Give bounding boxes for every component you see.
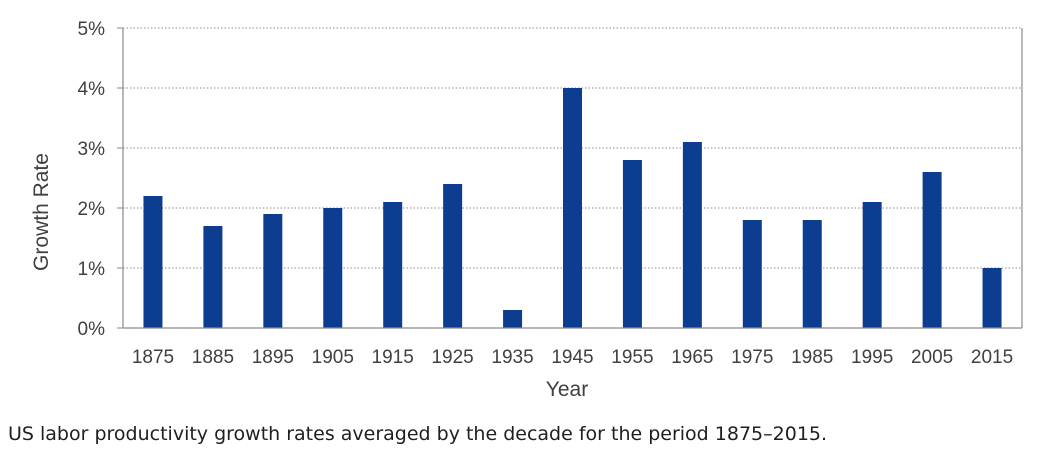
x-tick-label: 1985	[791, 347, 833, 368]
x-tick-label: 1915	[372, 347, 414, 368]
bar-1915	[383, 202, 403, 328]
y-tick-labels: 0% 1% 2% 3% 4% 5%	[78, 19, 123, 340]
y-tick-label: 2%	[78, 199, 106, 220]
x-tick-label: 1945	[551, 347, 593, 368]
bar-1985	[802, 220, 822, 328]
x-tick-label: 1885	[192, 347, 234, 368]
bar-1925	[443, 184, 463, 328]
y-tick-label: 0%	[78, 319, 106, 340]
x-tick-label: 1935	[491, 347, 533, 368]
y-tick-label: 5%	[78, 19, 106, 40]
axes	[122, 28, 1023, 329]
x-tick-label: 2015	[971, 347, 1013, 368]
bar-1965	[682, 142, 702, 328]
bar-1895	[263, 214, 283, 328]
bar-1955	[622, 160, 642, 328]
x-tick-label: 1895	[252, 347, 294, 368]
figure-caption: US labor productivity growth rates avera…	[8, 423, 828, 445]
y-tick-label: 4%	[78, 79, 106, 100]
x-tick-label: 1965	[671, 347, 713, 368]
bar-1905	[323, 208, 343, 328]
bar-1885	[203, 226, 223, 328]
bar-1995	[862, 202, 882, 328]
y-tick-label: 1%	[78, 259, 106, 280]
bar-1975	[742, 220, 762, 328]
x-axis-title: Year	[546, 378, 588, 401]
bar-1935	[503, 310, 523, 328]
x-tick-label: 1905	[312, 347, 354, 368]
bars	[143, 88, 1002, 328]
bar-2005	[922, 172, 942, 328]
x-tick-label: 2005	[911, 347, 953, 368]
bar-1945	[563, 88, 582, 328]
bar-chart: 0% 1% 2% 3% 4% 5% 1875 1885 1895 1905 1915 1925 193…	[30, 19, 1023, 401]
x-tick-label: 1955	[611, 347, 653, 368]
bar-2015	[982, 268, 1002, 328]
bar-1875	[143, 196, 163, 328]
x-tick-label: 1875	[132, 347, 174, 368]
x-tick-label: 1995	[851, 347, 893, 368]
x-tick-label: 1975	[731, 347, 773, 368]
x-tick-labels: 1875 1885 1895 1905 1915 1925 1935 1945 1955 1965…	[132, 347, 1013, 368]
x-tick-label: 1925	[431, 347, 473, 368]
y-tick-label: 3%	[78, 139, 106, 160]
y-axis-title: Growth Rate	[30, 153, 53, 271]
